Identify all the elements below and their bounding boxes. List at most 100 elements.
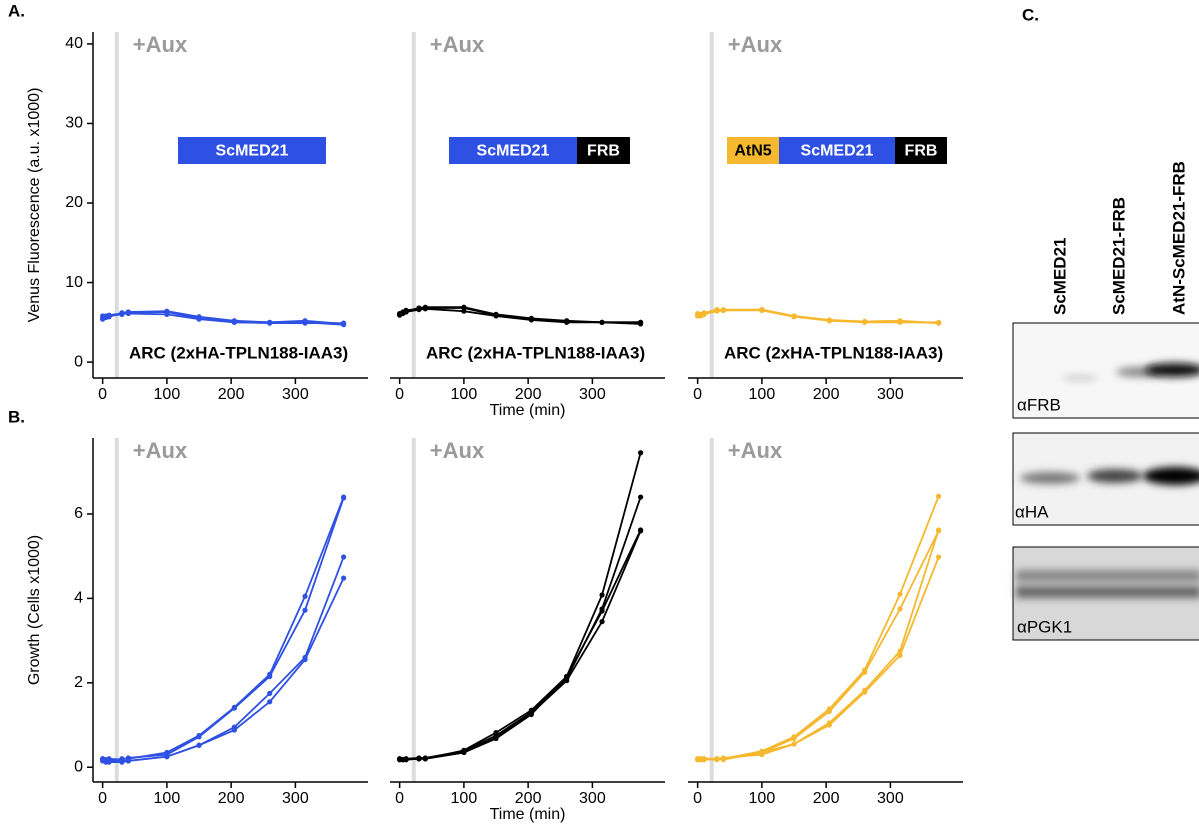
data-point [599, 608, 604, 613]
data-point [106, 313, 111, 318]
blot-panel: ScMED21 ScMED21-FRB AtN-ScMED21-FRB αFRB… [1013, 161, 1199, 640]
lane-label: ScMED21-FRB [1109, 197, 1128, 315]
panel-label: B. [8, 407, 25, 426]
data-point [119, 312, 124, 317]
data-point [714, 757, 719, 762]
data-point [302, 321, 307, 326]
data-point [106, 758, 111, 763]
x-tick-label: 0 [395, 386, 404, 403]
aux-label: +Aux [430, 438, 485, 463]
data-point [599, 619, 604, 624]
plot: +Aux0100200300010203040Venus Fluorescenc… [8, 1, 368, 403]
x-tick-label: 300 [877, 790, 904, 807]
construct-label: ScMED21 [216, 143, 289, 160]
data-point [862, 319, 867, 324]
x-tick-label: 300 [579, 386, 606, 403]
y-tick-label: 30 [65, 115, 83, 132]
x-tick-label: 300 [579, 790, 606, 807]
data-point [638, 320, 643, 325]
data-point [862, 670, 867, 675]
data-point [302, 657, 307, 662]
data-point [827, 722, 832, 727]
x-tick-label: 0 [693, 386, 702, 403]
x-tick-label: 300 [282, 386, 309, 403]
data-point [423, 305, 428, 310]
data-point [936, 321, 941, 326]
data-point [267, 699, 272, 704]
data-point [599, 592, 604, 597]
aux-label: +Aux [133, 438, 188, 463]
data-point [416, 306, 421, 311]
data-point [529, 712, 534, 717]
y-axis-label: Venus Fluorescence (a.u. x1000) [26, 88, 43, 323]
x-tick-label: 200 [515, 386, 542, 403]
data-point [196, 734, 201, 739]
x-tick-label: 100 [154, 386, 181, 403]
y-tick-label: 20 [65, 194, 83, 211]
aux-label: +Aux [728, 438, 783, 463]
data-point [897, 606, 902, 611]
data-point [232, 706, 237, 711]
data-point [791, 741, 796, 746]
data-point [403, 756, 408, 761]
series-line [103, 497, 344, 761]
data-point [759, 750, 764, 755]
x-tick-label: 200 [813, 790, 840, 807]
construct-label: ScMED21 [801, 143, 874, 160]
data-point [196, 743, 201, 748]
data-point [564, 674, 569, 679]
plot: +Aux 0 100 200 300 [688, 438, 963, 807]
y-tick-label: 6 [74, 505, 83, 522]
band [1016, 570, 1199, 582]
data-point [493, 736, 498, 741]
data-point [302, 594, 307, 599]
data-point [936, 494, 941, 499]
x-tick-label: 100 [749, 386, 776, 403]
data-point [461, 750, 466, 755]
data-point [759, 307, 764, 312]
figure: C. ScMED21 ScMED21-FRB AtN-ScMED21-FRB α… [0, 0, 1199, 833]
data-point [897, 592, 902, 597]
aux-label: +Aux [728, 32, 783, 57]
strain-label: ARC (2xHA-TPLN188-IAA3) [129, 344, 348, 363]
data-point [423, 756, 428, 761]
band [1062, 375, 1098, 381]
data-point [721, 308, 726, 313]
data-point [638, 450, 643, 455]
data-point [232, 727, 237, 732]
plot: +Aux0100200300Time (min)ARC (2xHA-TPLN18… [390, 32, 665, 419]
data-point [164, 309, 169, 314]
data-point [714, 307, 719, 312]
strain-label: ARC (2xHA-TPLN188-IAA3) [426, 344, 645, 363]
data-point [341, 321, 346, 326]
data-point [267, 691, 272, 696]
series-line [103, 498, 344, 760]
data-point [126, 310, 131, 315]
x-tick-label: 0 [98, 386, 107, 403]
x-tick-label: 300 [877, 386, 904, 403]
lane-label: ScMED21 [1050, 238, 1069, 315]
data-point [529, 317, 534, 322]
x-tick-label: 100 [749, 790, 776, 807]
y-tick-label: 10 [65, 274, 83, 291]
y-tick-label: 0 [74, 758, 83, 775]
x-axis-label: Time (min) [490, 806, 566, 823]
data-point [599, 320, 604, 325]
x-tick-label: 100 [451, 790, 478, 807]
data-point [897, 653, 902, 658]
data-point [341, 554, 346, 559]
data-point [341, 495, 346, 500]
antibody-label: αFRB [1017, 395, 1061, 414]
x-tick-label: 0 [693, 790, 702, 807]
x-tick-label: 200 [218, 386, 245, 403]
data-point [461, 305, 466, 310]
x-tick-label: 200 [515, 790, 542, 807]
data-point [701, 757, 706, 762]
panel-label: C. [1022, 5, 1039, 24]
data-point [897, 319, 902, 324]
data-point [791, 313, 796, 318]
series-line [400, 531, 641, 760]
data-point [791, 736, 796, 741]
antibody-label: αPGK1 [1017, 617, 1072, 636]
y-tick-label: 2 [74, 674, 83, 691]
